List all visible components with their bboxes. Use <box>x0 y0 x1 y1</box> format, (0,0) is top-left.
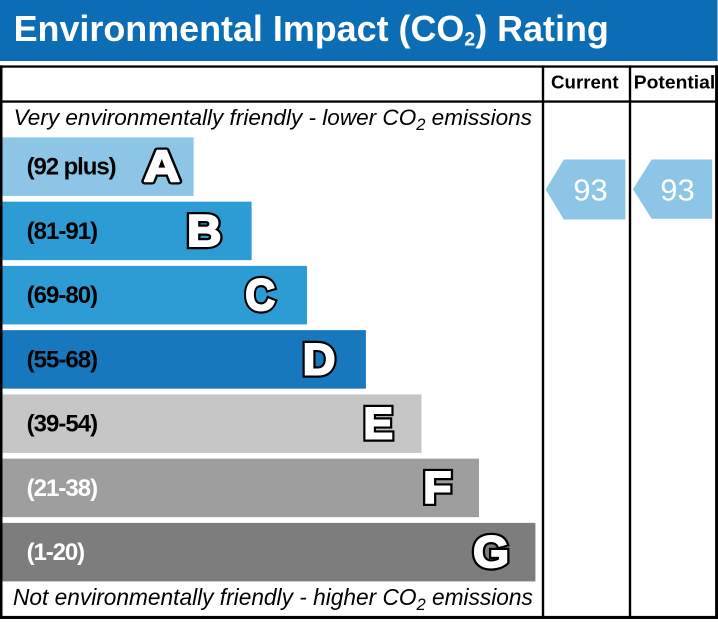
svg-text:D: D <box>303 336 336 384</box>
svg-text:Not environmentally friendly -: Not environmentally friendly - higher CO… <box>13 584 533 614</box>
svg-text:Environmental Impact (CO2) Rat: Environmental Impact (CO2) Rating <box>14 9 609 50</box>
svg-text:G: G <box>473 527 509 577</box>
svg-text:(92 plus): (92 plus) <box>27 154 117 181</box>
svg-text:(81-91): (81-91) <box>27 218 99 245</box>
svg-text:E: E <box>363 400 392 449</box>
svg-text:D: D <box>303 336 336 384</box>
svg-text:G: G <box>473 527 509 577</box>
svg-text:(1-20): (1-20) <box>27 539 86 566</box>
svg-text:Potential: Potential <box>634 72 716 93</box>
svg-text:E: E <box>363 400 392 449</box>
svg-text:(69-80): (69-80) <box>27 282 99 309</box>
svg-text:93: 93 <box>573 172 607 207</box>
svg-text:(39-54): (39-54) <box>27 411 99 438</box>
svg-text:A: A <box>144 142 180 191</box>
svg-text:F: F <box>423 463 451 513</box>
svg-text:B: B <box>187 205 221 255</box>
svg-text:Current: Current <box>551 72 619 93</box>
svg-text:A: A <box>144 142 180 191</box>
svg-text:(21-38): (21-38) <box>27 475 99 502</box>
svg-text:(55-68): (55-68) <box>27 346 99 373</box>
svg-text:93: 93 <box>660 172 694 207</box>
svg-text:F: F <box>423 463 451 513</box>
svg-text:Very environmentally friendly: Very environmentally friendly - lower CO… <box>14 105 532 134</box>
svg-text:C: C <box>245 271 275 321</box>
svg-text:B: B <box>187 205 221 255</box>
svg-text:C: C <box>245 271 275 321</box>
